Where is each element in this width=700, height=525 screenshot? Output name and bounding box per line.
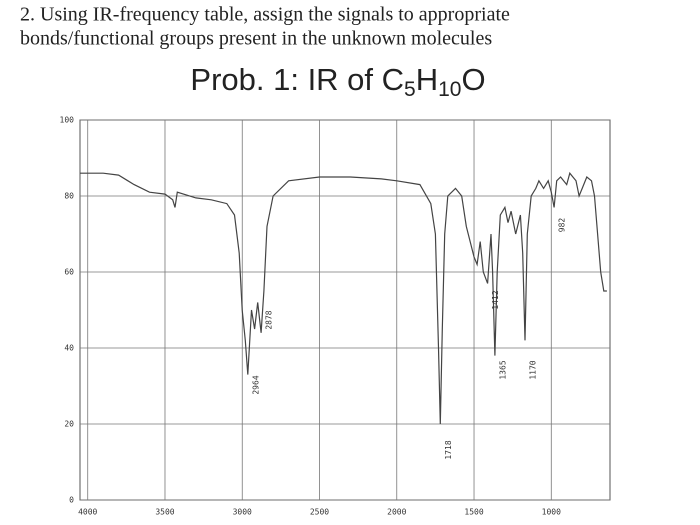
y-tick-label: 0 bbox=[69, 496, 74, 505]
y-tick-label: 60 bbox=[64, 268, 74, 277]
x-tick-label: 4000 bbox=[78, 508, 97, 517]
peak-label: 1718 bbox=[444, 440, 453, 459]
peak-label: 1365 bbox=[498, 360, 507, 379]
title-part: O bbox=[461, 62, 485, 97]
chart-title: Prob. 1: IR of C5H10O bbox=[190, 62, 485, 100]
y-tick-label: 40 bbox=[64, 344, 74, 353]
x-tick-label: 1500 bbox=[464, 508, 483, 517]
y-tick-label: 100 bbox=[60, 116, 75, 125]
peak-label: 2878 bbox=[265, 310, 274, 329]
x-tick-label: 1000 bbox=[542, 508, 561, 517]
x-tick-label: 3500 bbox=[155, 508, 174, 517]
peak-label: 982 bbox=[558, 218, 567, 233]
x-tick-label: 2500 bbox=[310, 508, 329, 517]
y-tick-label: 20 bbox=[64, 420, 74, 429]
peak-label: 1170 bbox=[529, 360, 538, 379]
x-tick-label: 3000 bbox=[233, 508, 252, 517]
title-subscript: 5 bbox=[404, 78, 416, 101]
title-part: Prob. 1: IR of C bbox=[190, 62, 404, 97]
peak-label: 2964 bbox=[251, 375, 260, 394]
spectrum-line bbox=[80, 171, 607, 425]
y-tick-label: 80 bbox=[64, 192, 74, 201]
peak-label: 1412 bbox=[491, 290, 500, 309]
x-tick-label: 2000 bbox=[387, 508, 406, 517]
title-part: H bbox=[416, 62, 438, 97]
heading-line: 2. Using IR-frequency table, assign the … bbox=[20, 4, 510, 26]
heading-line: bonds/functional groups present in the u… bbox=[20, 28, 492, 50]
title-subscript: 10 bbox=[438, 78, 461, 101]
